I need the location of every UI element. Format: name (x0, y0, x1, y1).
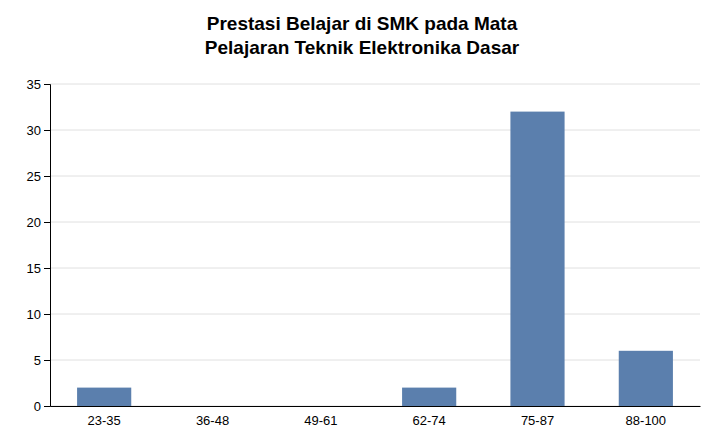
x-tick-label: 62-74 (413, 413, 446, 428)
chart-container: Prestasi Belajar di SMK pada Mata Pelajar… (0, 0, 724, 446)
y-tick-label: 25 (27, 169, 41, 184)
y-tick-label: 5 (34, 353, 41, 368)
x-tick-label: 36-48 (196, 413, 229, 428)
x-tick: 62-74 (413, 406, 446, 428)
y-tick-mark (44, 176, 50, 177)
y-tick: 35 (27, 77, 50, 92)
y-axis-line (44, 85, 51, 407)
grid (50, 84, 700, 406)
chart-title: Prestasi Belajar di SMK pada Mata Pelajar… (205, 13, 520, 58)
grid-line (50, 268, 700, 269)
bar (185, 406, 239, 407)
title-line: Prestasi Belajar di SMK pada Mata (207, 13, 518, 34)
x-tick-label: 88-100 (626, 413, 666, 428)
y-tick-label: 35 (27, 77, 41, 92)
bar (510, 112, 564, 406)
bar (402, 388, 456, 406)
chart-svg: Prestasi Belajar di SMK pada Mata Pelajar… (0, 0, 724, 446)
grid-line (50, 222, 700, 223)
y-tick-mark (44, 268, 50, 269)
title-line: Pelajaran Teknik Elektronika Dasar (205, 37, 520, 58)
grid-line (50, 360, 700, 361)
grid-line (50, 130, 700, 131)
y-axis: 0 5 10 15 20 25 30 35 (27, 77, 51, 414)
bar (77, 388, 131, 406)
x-tick: 75-87 (521, 406, 554, 428)
y-tick: 0 (34, 399, 50, 414)
bar (619, 351, 673, 406)
grid-line (50, 406, 700, 407)
y-tick: 20 (27, 215, 50, 230)
y-tick: 15 (27, 261, 50, 276)
y-tick: 25 (27, 169, 50, 184)
bars (77, 112, 673, 406)
x-tick: 23-35 (88, 406, 121, 428)
x-tick: 49-61 (304, 406, 337, 428)
x-tick-label: 75-87 (521, 413, 554, 428)
y-tick-mark (44, 406, 50, 407)
y-tick-label: 0 (34, 399, 41, 414)
x-axis: 23-35 36-48 49-61 62-74 75-87 88-100 (51, 406, 701, 428)
x-tick-label: 23-35 (88, 413, 121, 428)
y-tick-mark (44, 314, 50, 315)
y-tick: 10 (27, 307, 50, 322)
x-tick: 88-100 (626, 406, 666, 428)
y-tick-label: 10 (27, 307, 41, 322)
y-tick: 5 (34, 353, 50, 368)
grid-line (50, 314, 700, 315)
y-tick-label: 15 (27, 261, 41, 276)
bar (294, 406, 348, 407)
x-tick: 36-48 (196, 406, 229, 428)
y-tick-mark (44, 84, 50, 85)
y-tick-mark (44, 222, 50, 223)
y-tick-mark (44, 130, 50, 131)
x-axis-line (51, 406, 701, 407)
y-tick-mark (44, 360, 50, 361)
grid-line (50, 176, 700, 177)
y-tick-label: 20 (27, 215, 41, 230)
x-tick-label: 49-61 (304, 413, 337, 428)
y-tick-label: 30 (27, 123, 41, 138)
grid-line (50, 84, 700, 85)
y-tick: 30 (27, 123, 50, 138)
plot-area: 0 5 10 15 20 25 30 35 23-35 36-48 49-61 62-74 75-87 8… (27, 77, 701, 428)
